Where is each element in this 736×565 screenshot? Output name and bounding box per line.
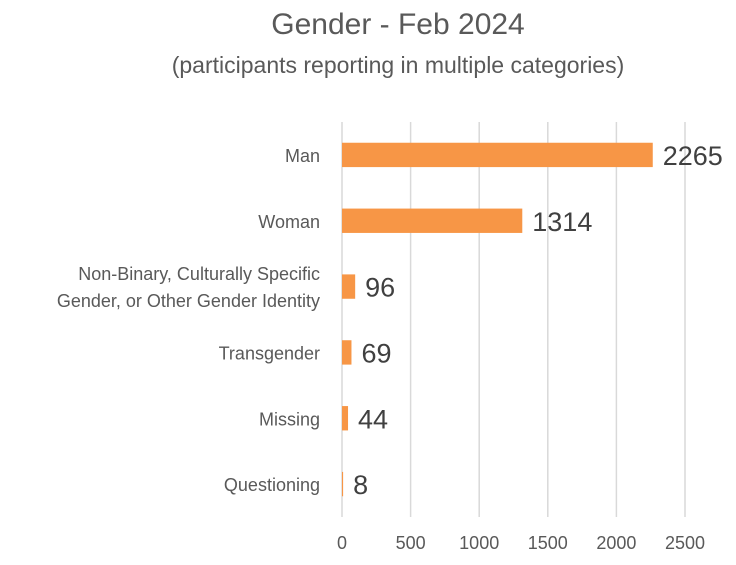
x-tick-label: 500 [396,533,426,553]
data-label: 96 [365,273,395,303]
bar [342,208,523,233]
bar [342,142,653,168]
category-label: Man [285,146,320,166]
data-label: 44 [358,404,388,434]
x-tick-label: 2000 [596,533,636,553]
data-label: 2265 [663,141,723,171]
category-label: Questioning [224,475,320,495]
category-labels: Man Woman Non-Binary, Culturally Specific G… [57,146,320,495]
category-label: Transgender [219,343,320,363]
category-label: Non-Binary, Culturally Specific Gender, o… [57,264,320,311]
category-label: Missing [259,409,320,429]
data-labels: 2265 1314 96 69 44 8 [353,141,723,500]
x-tick-label: 1500 [528,533,568,553]
x-tick-label: 0 [337,533,347,553]
gridlines [341,122,686,517]
chart-title: Gender - Feb 2024 [271,8,525,41]
chart-subtitle: (participants reporting in multiple cate… [172,52,625,78]
data-label: 69 [361,338,391,368]
bar [342,471,344,497]
bar [342,406,349,431]
x-axis-ticks: 0 500 1000 1500 2000 2500 [337,533,705,553]
x-tick-label: 2500 [665,533,705,553]
x-tick-label: 1000 [459,533,499,553]
data-label: 1314 [532,207,592,237]
bar [342,340,352,365]
category-label: Woman [258,212,320,232]
bar [342,274,356,299]
data-label: 8 [353,470,368,500]
bars [342,142,653,497]
